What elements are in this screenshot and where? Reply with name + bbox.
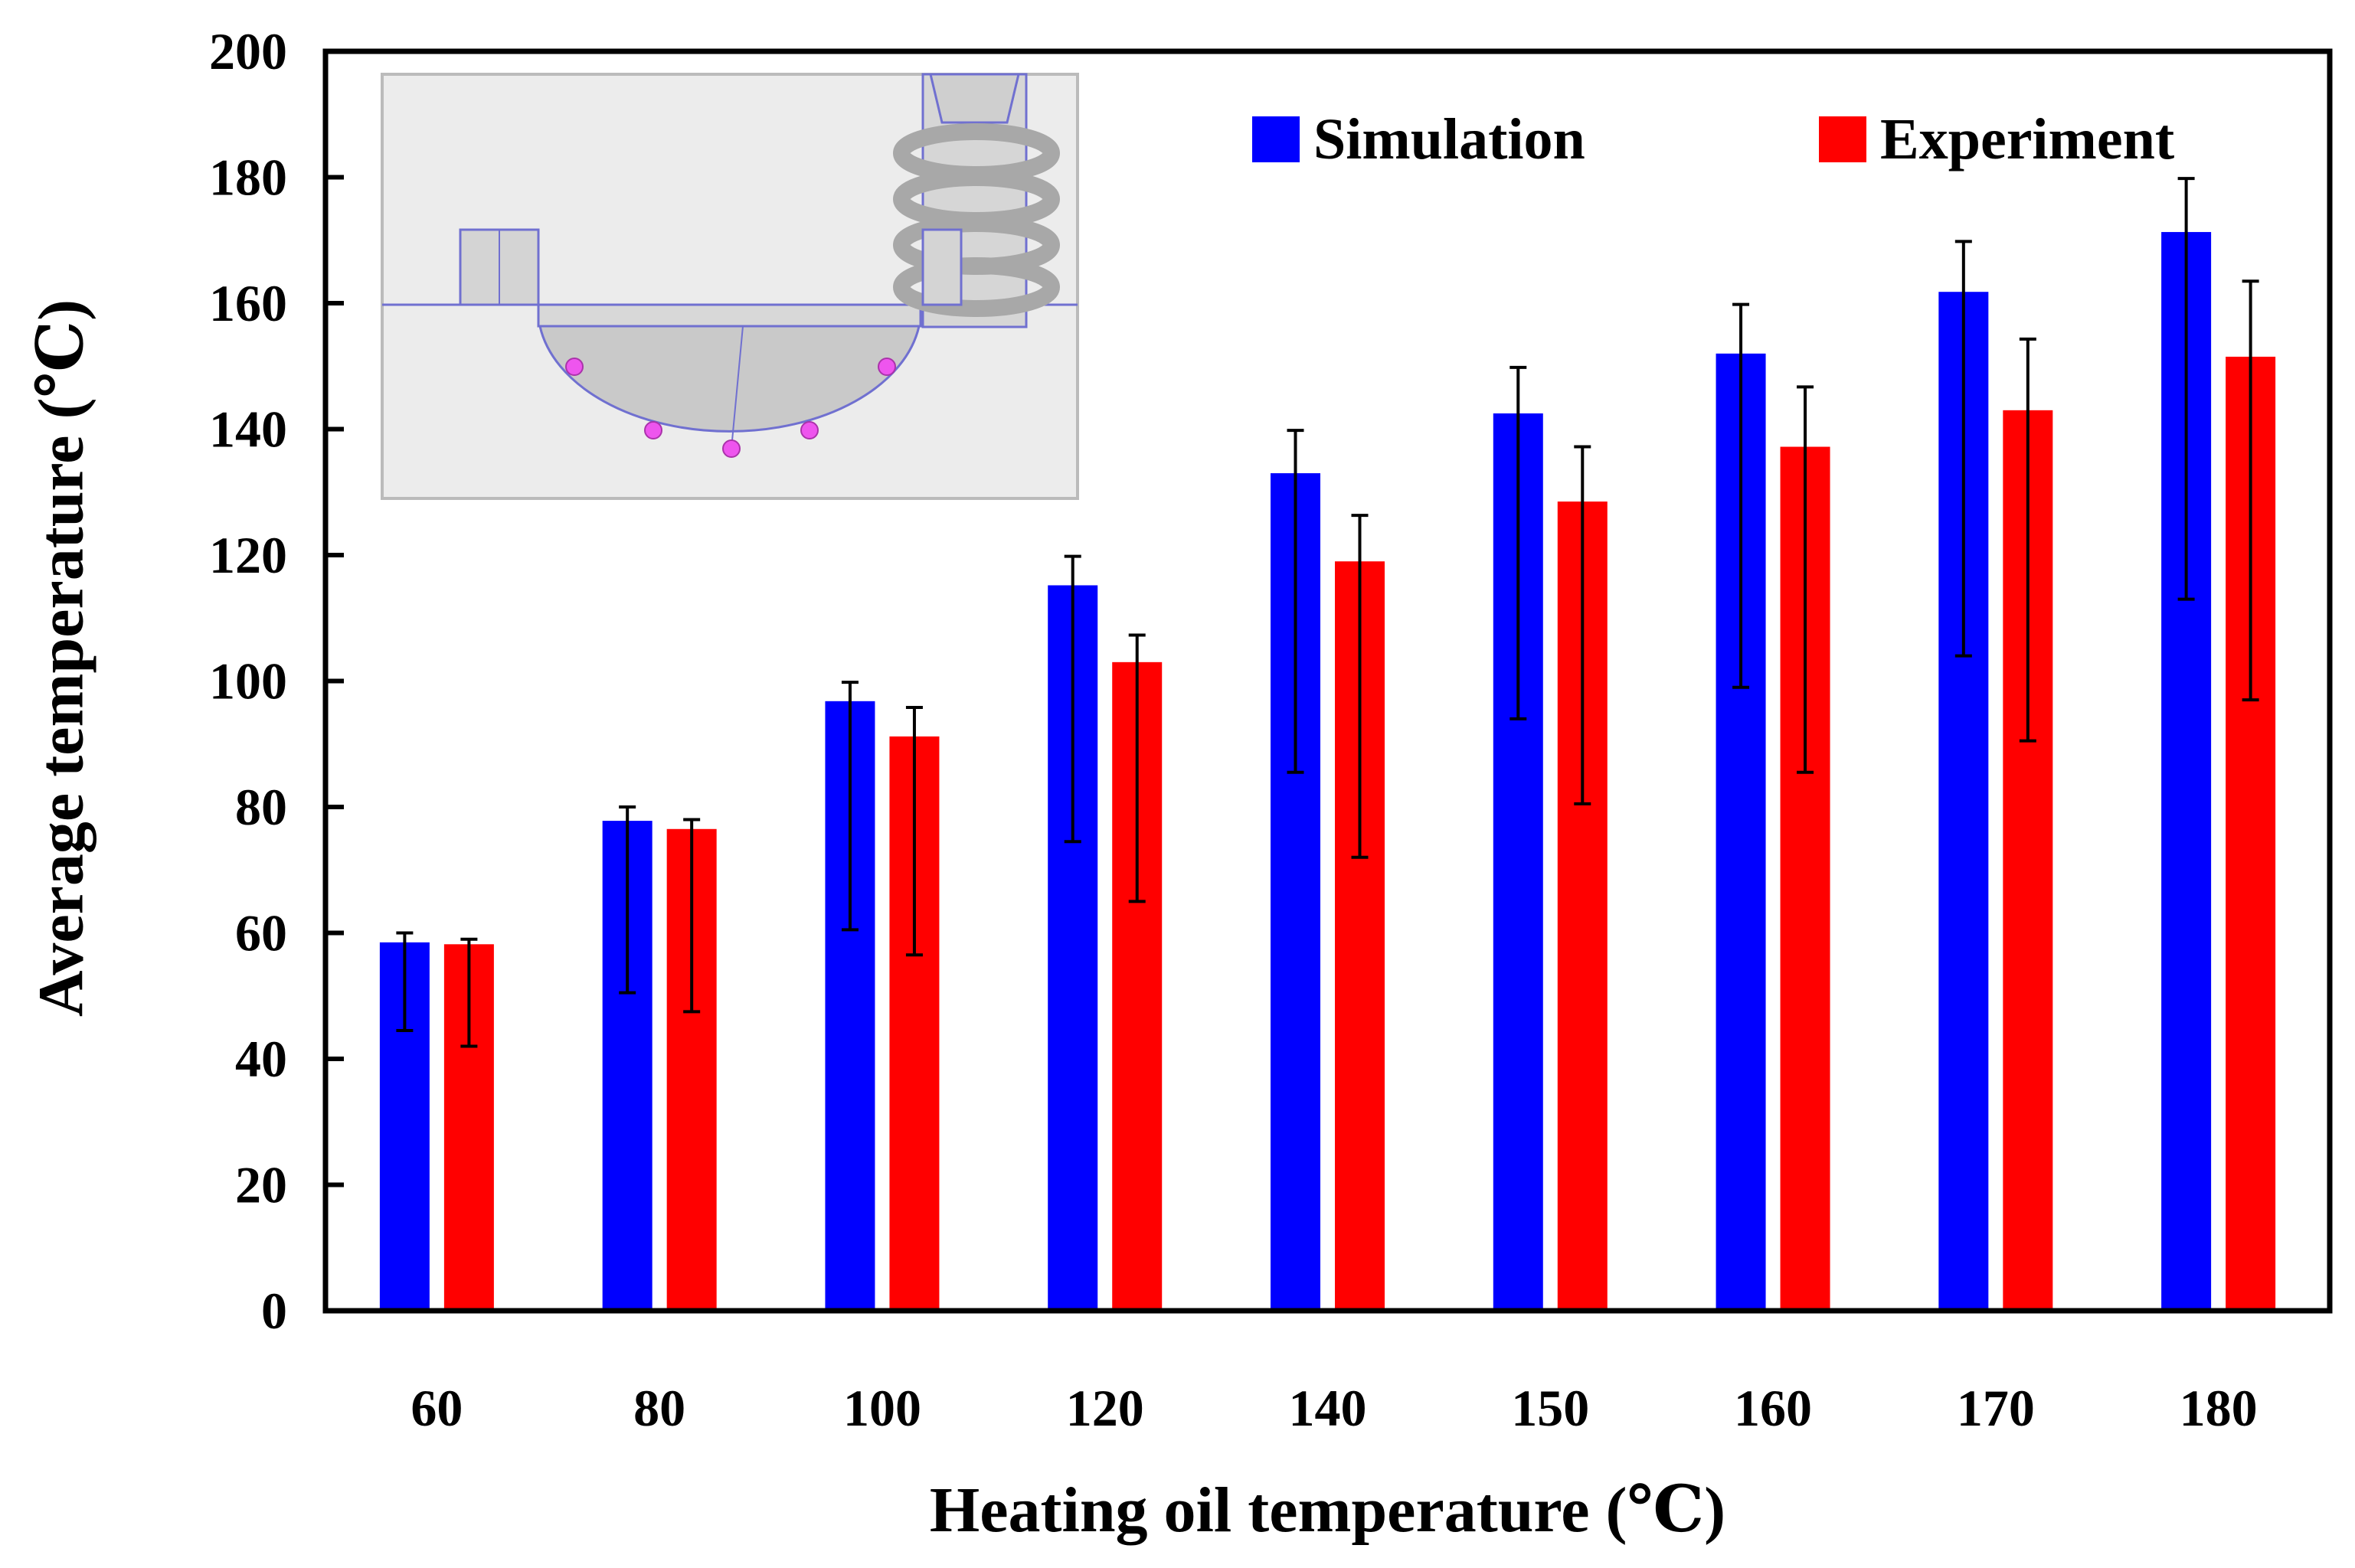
x-axis-title: Heating oil temperature (℃) bbox=[930, 1475, 1725, 1546]
legend-swatch-experiment bbox=[1819, 116, 1866, 162]
inset-sensor-point bbox=[878, 358, 896, 376]
inset-sensor-point bbox=[800, 421, 819, 439]
x-tick-label-100: 100 bbox=[843, 1379, 921, 1437]
x-tick-label-150: 150 bbox=[1511, 1379, 1589, 1437]
inset-diagram bbox=[381, 73, 1079, 500]
legend-label-experiment: Experiment bbox=[1880, 107, 2174, 172]
y-tick-label-140: 140 bbox=[209, 400, 287, 459]
errorbar-simulation-170 bbox=[1954, 240, 1972, 658]
y-tick-label-40: 40 bbox=[235, 1030, 287, 1088]
inset-hemisphere-center-line bbox=[731, 325, 744, 449]
errorbar-experiment-100 bbox=[905, 706, 923, 957]
legend-label-simulation: Simulation bbox=[1313, 107, 1585, 172]
y-tick-label-60: 60 bbox=[235, 904, 287, 962]
errorbar-simulation-80 bbox=[619, 805, 636, 995]
errorbar-experiment-60 bbox=[460, 937, 478, 1048]
errorbar-simulation-120 bbox=[1064, 554, 1081, 844]
inset-coil bbox=[893, 73, 1060, 328]
errorbar-simulation-150 bbox=[1509, 365, 1527, 720]
errorbar-experiment-140 bbox=[1351, 514, 1369, 859]
errorbar-simulation-180 bbox=[2177, 177, 2195, 601]
x-tick-label-120: 120 bbox=[1066, 1379, 1144, 1437]
y-tick-label-180: 180 bbox=[209, 149, 287, 207]
y-tick-label-200: 200 bbox=[209, 22, 287, 80]
errorbar-simulation-160 bbox=[1732, 302, 1750, 689]
legend-item-simulation: Simulation bbox=[1252, 107, 1585, 172]
errorbar-simulation-140 bbox=[1287, 429, 1304, 774]
legend-item-experiment: Experiment bbox=[1819, 107, 2174, 172]
y-tick-label-20: 20 bbox=[235, 1156, 287, 1214]
legend-swatch-simulation bbox=[1252, 116, 1300, 162]
errorbar-experiment-150 bbox=[1574, 445, 1591, 805]
x-tick-label-180: 180 bbox=[2180, 1379, 2258, 1437]
y-tick-label-0: 0 bbox=[261, 1282, 287, 1340]
y-axis-title: Average temperature (℃) bbox=[25, 299, 96, 1017]
y-tick-label-80: 80 bbox=[235, 778, 287, 836]
inset-sensor-point bbox=[722, 439, 741, 458]
x-tick-label-140: 140 bbox=[1289, 1379, 1367, 1437]
inset-sensor-point bbox=[644, 421, 662, 439]
inset-sensor-point bbox=[565, 358, 584, 376]
x-tick-label-160: 160 bbox=[1734, 1379, 1812, 1437]
y-tick-label-120: 120 bbox=[209, 526, 287, 584]
errorbar-experiment-120 bbox=[1128, 633, 1146, 903]
x-tick-label-60: 60 bbox=[410, 1379, 463, 1437]
x-tick-label-170: 170 bbox=[1957, 1379, 2035, 1437]
inset-plate bbox=[537, 303, 922, 328]
y-tick-label-100: 100 bbox=[209, 652, 287, 710]
errorbar-experiment-180 bbox=[2242, 279, 2259, 702]
errorbar-simulation-100 bbox=[841, 681, 859, 932]
errorbar-experiment-80 bbox=[683, 818, 701, 1014]
errorbar-experiment-170 bbox=[2019, 337, 2036, 743]
x-tick-label-80: 80 bbox=[633, 1379, 685, 1437]
y-tick-label-160: 160 bbox=[209, 274, 287, 332]
errorbar-experiment-160 bbox=[1797, 385, 1814, 774]
errorbar-simulation-60 bbox=[396, 931, 414, 1032]
